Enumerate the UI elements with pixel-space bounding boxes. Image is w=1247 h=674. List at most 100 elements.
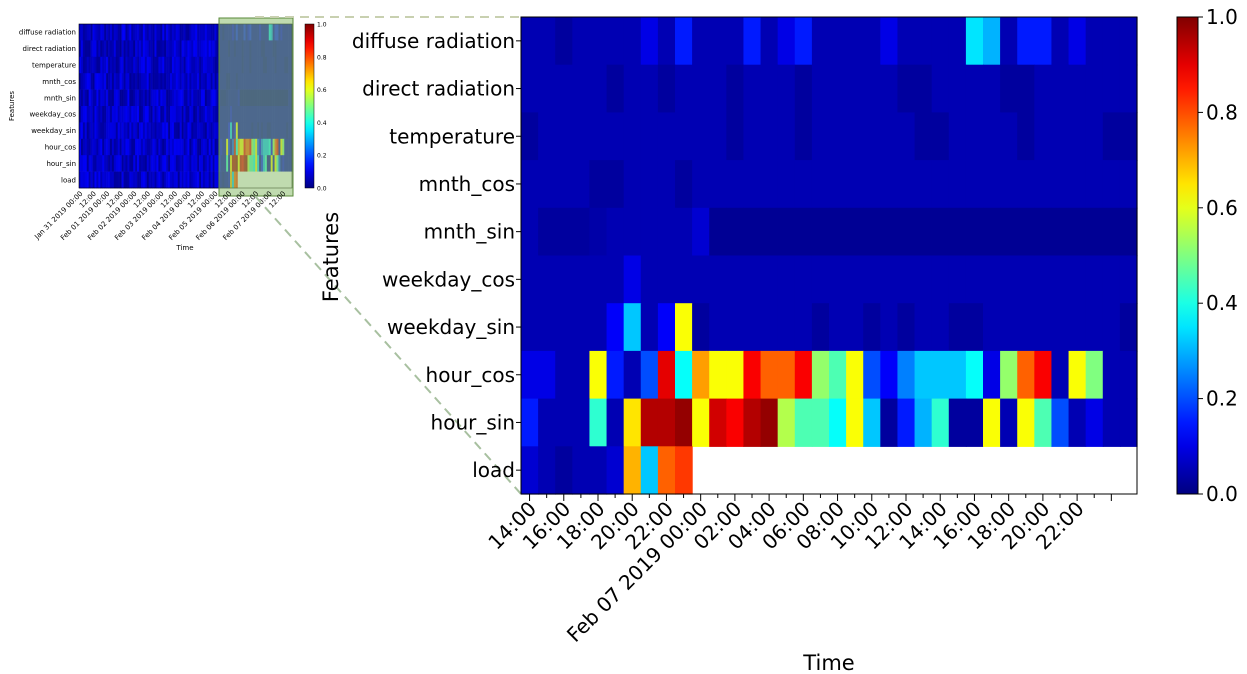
overview-heatmap-cell [204,171,208,189]
overview-heatmap-cell [164,73,167,90]
overview-heatmap-cell [133,106,136,123]
heatmap-cell [657,446,676,495]
overview-heatmap-cell [148,40,151,58]
heatmap-cell [623,255,642,304]
heatmap-cell [726,112,745,161]
heatmap-cell [743,17,762,66]
overview-heatmap-cell [187,40,190,58]
overview-heatmap-cell [208,171,211,189]
overview-heatmap-cell [179,155,182,172]
overview-heatmap-cell [150,24,153,41]
overview-heatmap-cell [185,73,188,90]
overview-heatmap-cell [183,24,186,41]
overview-heatmap-cell [104,40,107,58]
heatmap-cell [743,255,762,304]
overview-heatmap-cell [127,106,130,123]
heatmap-cell [538,446,556,495]
overview-heatmap-cell [183,73,186,90]
overview-heatmap-cell [140,73,144,90]
overview-heatmap-cell [148,24,151,41]
overview-y-tick-label: load [61,176,76,184]
overview-heatmap-cell [92,89,95,107]
overview-heatmap-cell [106,89,109,107]
heatmap-cell [829,398,847,447]
overview-heatmap-cell [90,56,93,74]
overview-heatmap-cell [144,122,148,140]
overview-heatmap-cell [88,40,91,58]
overview-heatmap-cell [158,155,161,172]
heatmap-cell [880,207,899,257]
overview-heatmap-cell [170,138,173,156]
heatmap-cell [863,303,881,352]
overview-heatmap-cell [158,24,161,41]
overview-heatmap-cell [189,155,192,172]
heatmap-cell [726,207,745,257]
heatmap-cell [1119,303,1138,352]
overview-heatmap-cell [79,40,82,58]
overview-heatmap-cell [206,24,210,41]
overview-heatmap-cell [79,155,82,172]
heatmap-cell [1119,17,1138,66]
colorbar-tick-label: 1.0 [1206,5,1238,29]
heatmap-cell [555,112,573,161]
overview-heatmap-cell [106,56,109,74]
heatmap-cell [863,255,881,304]
overview-heatmap-cell [199,122,202,140]
overview-heatmap-cell [187,89,190,107]
overview-heatmap-cell [121,138,124,156]
overview-heatmap-cell [125,89,128,107]
overview-heatmap-cell [94,106,97,123]
heatmap-cell [709,112,727,161]
heatmap-cell [640,64,659,113]
overview-heatmap-cell [111,73,115,90]
heatmap-cell [675,255,693,304]
heatmap-cell [880,17,899,66]
overview-heatmap-cell [189,106,192,123]
overview-heatmap-cell [123,73,126,90]
overview-heatmap-cell [113,40,117,58]
overview-heatmap-cell [133,56,136,74]
heatmap-cell [521,112,539,161]
overview-heatmap-cell [204,56,208,74]
overview-heatmap-cell [189,40,192,58]
overview-heatmap-cell [154,171,157,189]
heatmap-cell [538,64,556,113]
overview-heatmap-cell [131,73,134,90]
overview-heatmap-cell [156,122,159,140]
overview-heatmap-cell [191,155,194,172]
heatmap-cell [1000,160,1018,209]
overview-heatmap-cell [171,24,175,41]
heatmap-cell [572,160,591,209]
heatmap-cell [1102,255,1121,304]
heatmap-cell [863,112,881,161]
overview-heatmap-cell [148,106,151,123]
heatmap-cell [743,112,762,161]
overview-heatmap-cell [100,106,103,123]
heatmap-cell [589,112,608,161]
overview-heatmap-cell [135,56,138,74]
overview-heatmap-cell [166,40,169,58]
heatmap-cell [1034,303,1053,352]
heatmap-cell [692,398,710,447]
overview-heatmap-cell [127,138,130,156]
overview-heatmap-cell [156,89,159,107]
heatmap-cell [623,303,642,352]
overview-heatmap-cell [84,171,88,189]
overview-heatmap-cell [100,24,103,41]
overview-heatmap-cell [177,24,180,41]
heatmap-cell [1068,207,1087,257]
overview-heatmap-cell [133,138,136,156]
heatmap-cell [1034,255,1053,304]
overview-heatmap-cell [199,171,202,189]
heatmap-cell [1051,255,1070,304]
overview-heatmap-cell [200,138,204,156]
heatmap-cell [521,350,539,400]
heatmap-cell [572,17,591,66]
overview-heatmap-cell [79,73,82,90]
heatmap-cell [846,160,864,209]
overview-heatmap-cell [82,89,86,107]
overview-heatmap-cell [106,138,109,156]
overview-heatmap-cell [175,171,179,189]
overview-heatmap-cell [212,155,215,172]
overview-heatmap-cell [131,56,134,74]
